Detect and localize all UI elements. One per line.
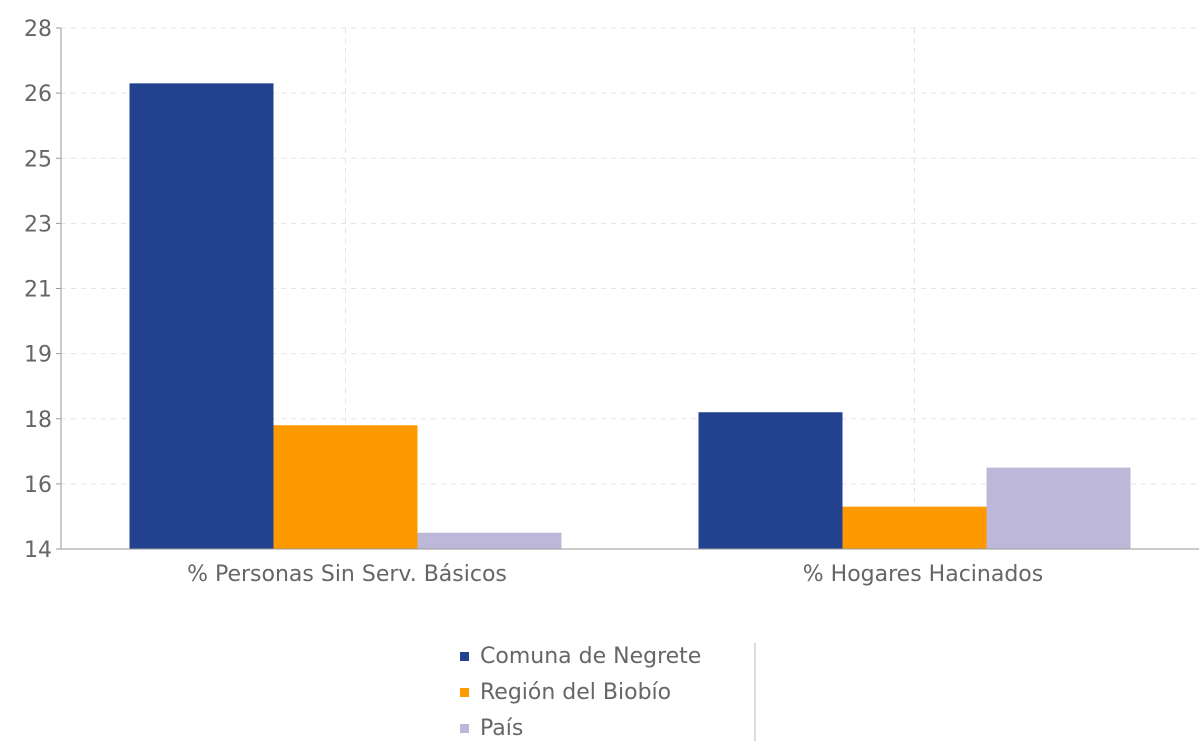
legend-swatch-comuna [460, 652, 469, 661]
legend-label-pais: País [480, 716, 523, 741]
bar [417, 532, 562, 549]
y-tick-label: 26 [24, 82, 52, 107]
y-tick-label: 16 [24, 473, 52, 498]
y-tick-label: 25 [24, 147, 52, 172]
bars-group [129, 83, 1131, 549]
y-tick-label: 14 [24, 538, 52, 563]
category-labels: % Personas Sin Serv. Básicos % Hogares H… [187, 562, 1043, 587]
y-tick-label: 28 [24, 17, 52, 42]
bar [986, 467, 1131, 549]
legend-swatch-region [460, 688, 469, 697]
bar [698, 412, 843, 549]
category-label: % Personas Sin Serv. Básicos [187, 562, 507, 587]
bar [129, 83, 274, 549]
bar [273, 425, 418, 549]
legend-label-comuna: Comuna de Negrete [480, 644, 701, 669]
y-tick-label: 21 [24, 278, 52, 303]
legend-label-region: Región del Biobío [480, 680, 671, 705]
legend-swatch-pais [460, 724, 469, 733]
y-tick-label: 23 [24, 212, 52, 237]
category-label: % Hogares Hacinados [803, 562, 1043, 587]
y-tick-label: 19 [24, 343, 52, 368]
bar [842, 506, 987, 549]
y-tick-labels: 14 16 18 19 21 23 25 26 28 [24, 17, 61, 563]
legend: Comuna de Negrete Región del Biobío País [460, 643, 756, 741]
y-tick-label: 18 [24, 408, 52, 433]
